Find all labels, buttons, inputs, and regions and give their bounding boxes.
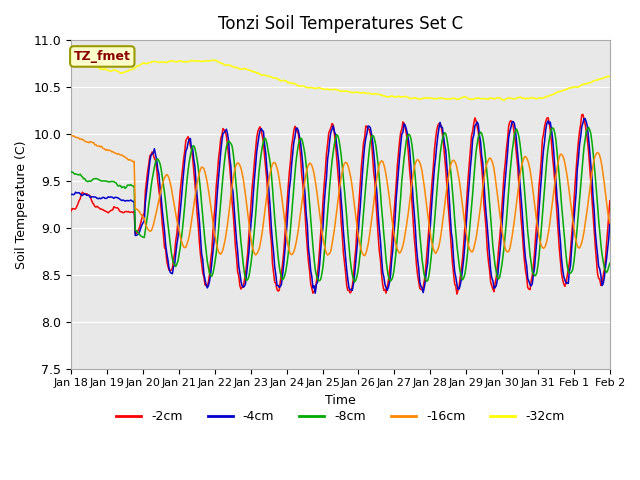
X-axis label: Time: Time — [325, 394, 356, 407]
-4cm — [606, 219, 614, 225]
-32cm — [67, 59, 75, 65]
-16cm — [397, 249, 404, 255]
-4cm — [294, 128, 302, 133]
-16cm — [67, 133, 75, 139]
-2cm — [235, 273, 243, 279]
-2cm — [67, 208, 75, 214]
-4cm — [580, 116, 588, 121]
-2cm — [579, 111, 587, 117]
-8cm — [370, 133, 378, 139]
-2cm — [294, 131, 302, 137]
-32cm — [559, 88, 566, 94]
-8cm — [351, 279, 358, 285]
-2cm — [557, 271, 565, 276]
-32cm — [465, 96, 472, 101]
-2cm — [465, 175, 472, 180]
-32cm — [236, 66, 244, 72]
Line: -4cm: -4cm — [71, 119, 610, 293]
Title: Tonzi Soil Temperatures Set C: Tonzi Soil Temperatures Set C — [218, 15, 463, 33]
-4cm — [370, 149, 378, 155]
-4cm — [465, 193, 472, 199]
-8cm — [557, 202, 565, 207]
-4cm — [67, 192, 75, 197]
-16cm — [361, 253, 369, 259]
-8cm — [606, 260, 614, 266]
-16cm — [236, 162, 244, 168]
-2cm — [606, 198, 614, 204]
-4cm — [396, 155, 403, 160]
Line: -32cm: -32cm — [71, 60, 610, 100]
-32cm — [606, 74, 614, 80]
Line: -8cm: -8cm — [71, 127, 610, 282]
-32cm — [499, 97, 507, 103]
-16cm — [371, 190, 379, 196]
-32cm — [370, 91, 378, 97]
Text: TZ_fmet: TZ_fmet — [74, 50, 131, 63]
-32cm — [396, 94, 403, 99]
-4cm — [235, 263, 243, 269]
-8cm — [465, 244, 472, 250]
-16cm — [606, 220, 614, 226]
-8cm — [67, 169, 75, 175]
-8cm — [585, 124, 593, 130]
-32cm — [296, 83, 303, 89]
-32cm — [210, 57, 218, 63]
Line: -16cm: -16cm — [71, 136, 610, 256]
Legend: -2cm, -4cm, -8cm, -16cm, -32cm: -2cm, -4cm, -8cm, -16cm, -32cm — [111, 405, 570, 428]
-2cm — [395, 150, 403, 156]
-4cm — [312, 290, 319, 296]
-8cm — [396, 208, 403, 214]
-8cm — [294, 142, 302, 148]
Y-axis label: Soil Temperature (C): Soil Temperature (C) — [15, 140, 28, 269]
-8cm — [235, 213, 243, 218]
-4cm — [557, 256, 565, 262]
-16cm — [70, 133, 77, 139]
-16cm — [296, 218, 303, 224]
-16cm — [559, 153, 566, 158]
-2cm — [453, 291, 461, 297]
-16cm — [465, 245, 473, 251]
Line: -2cm: -2cm — [71, 114, 610, 294]
-2cm — [369, 154, 376, 159]
